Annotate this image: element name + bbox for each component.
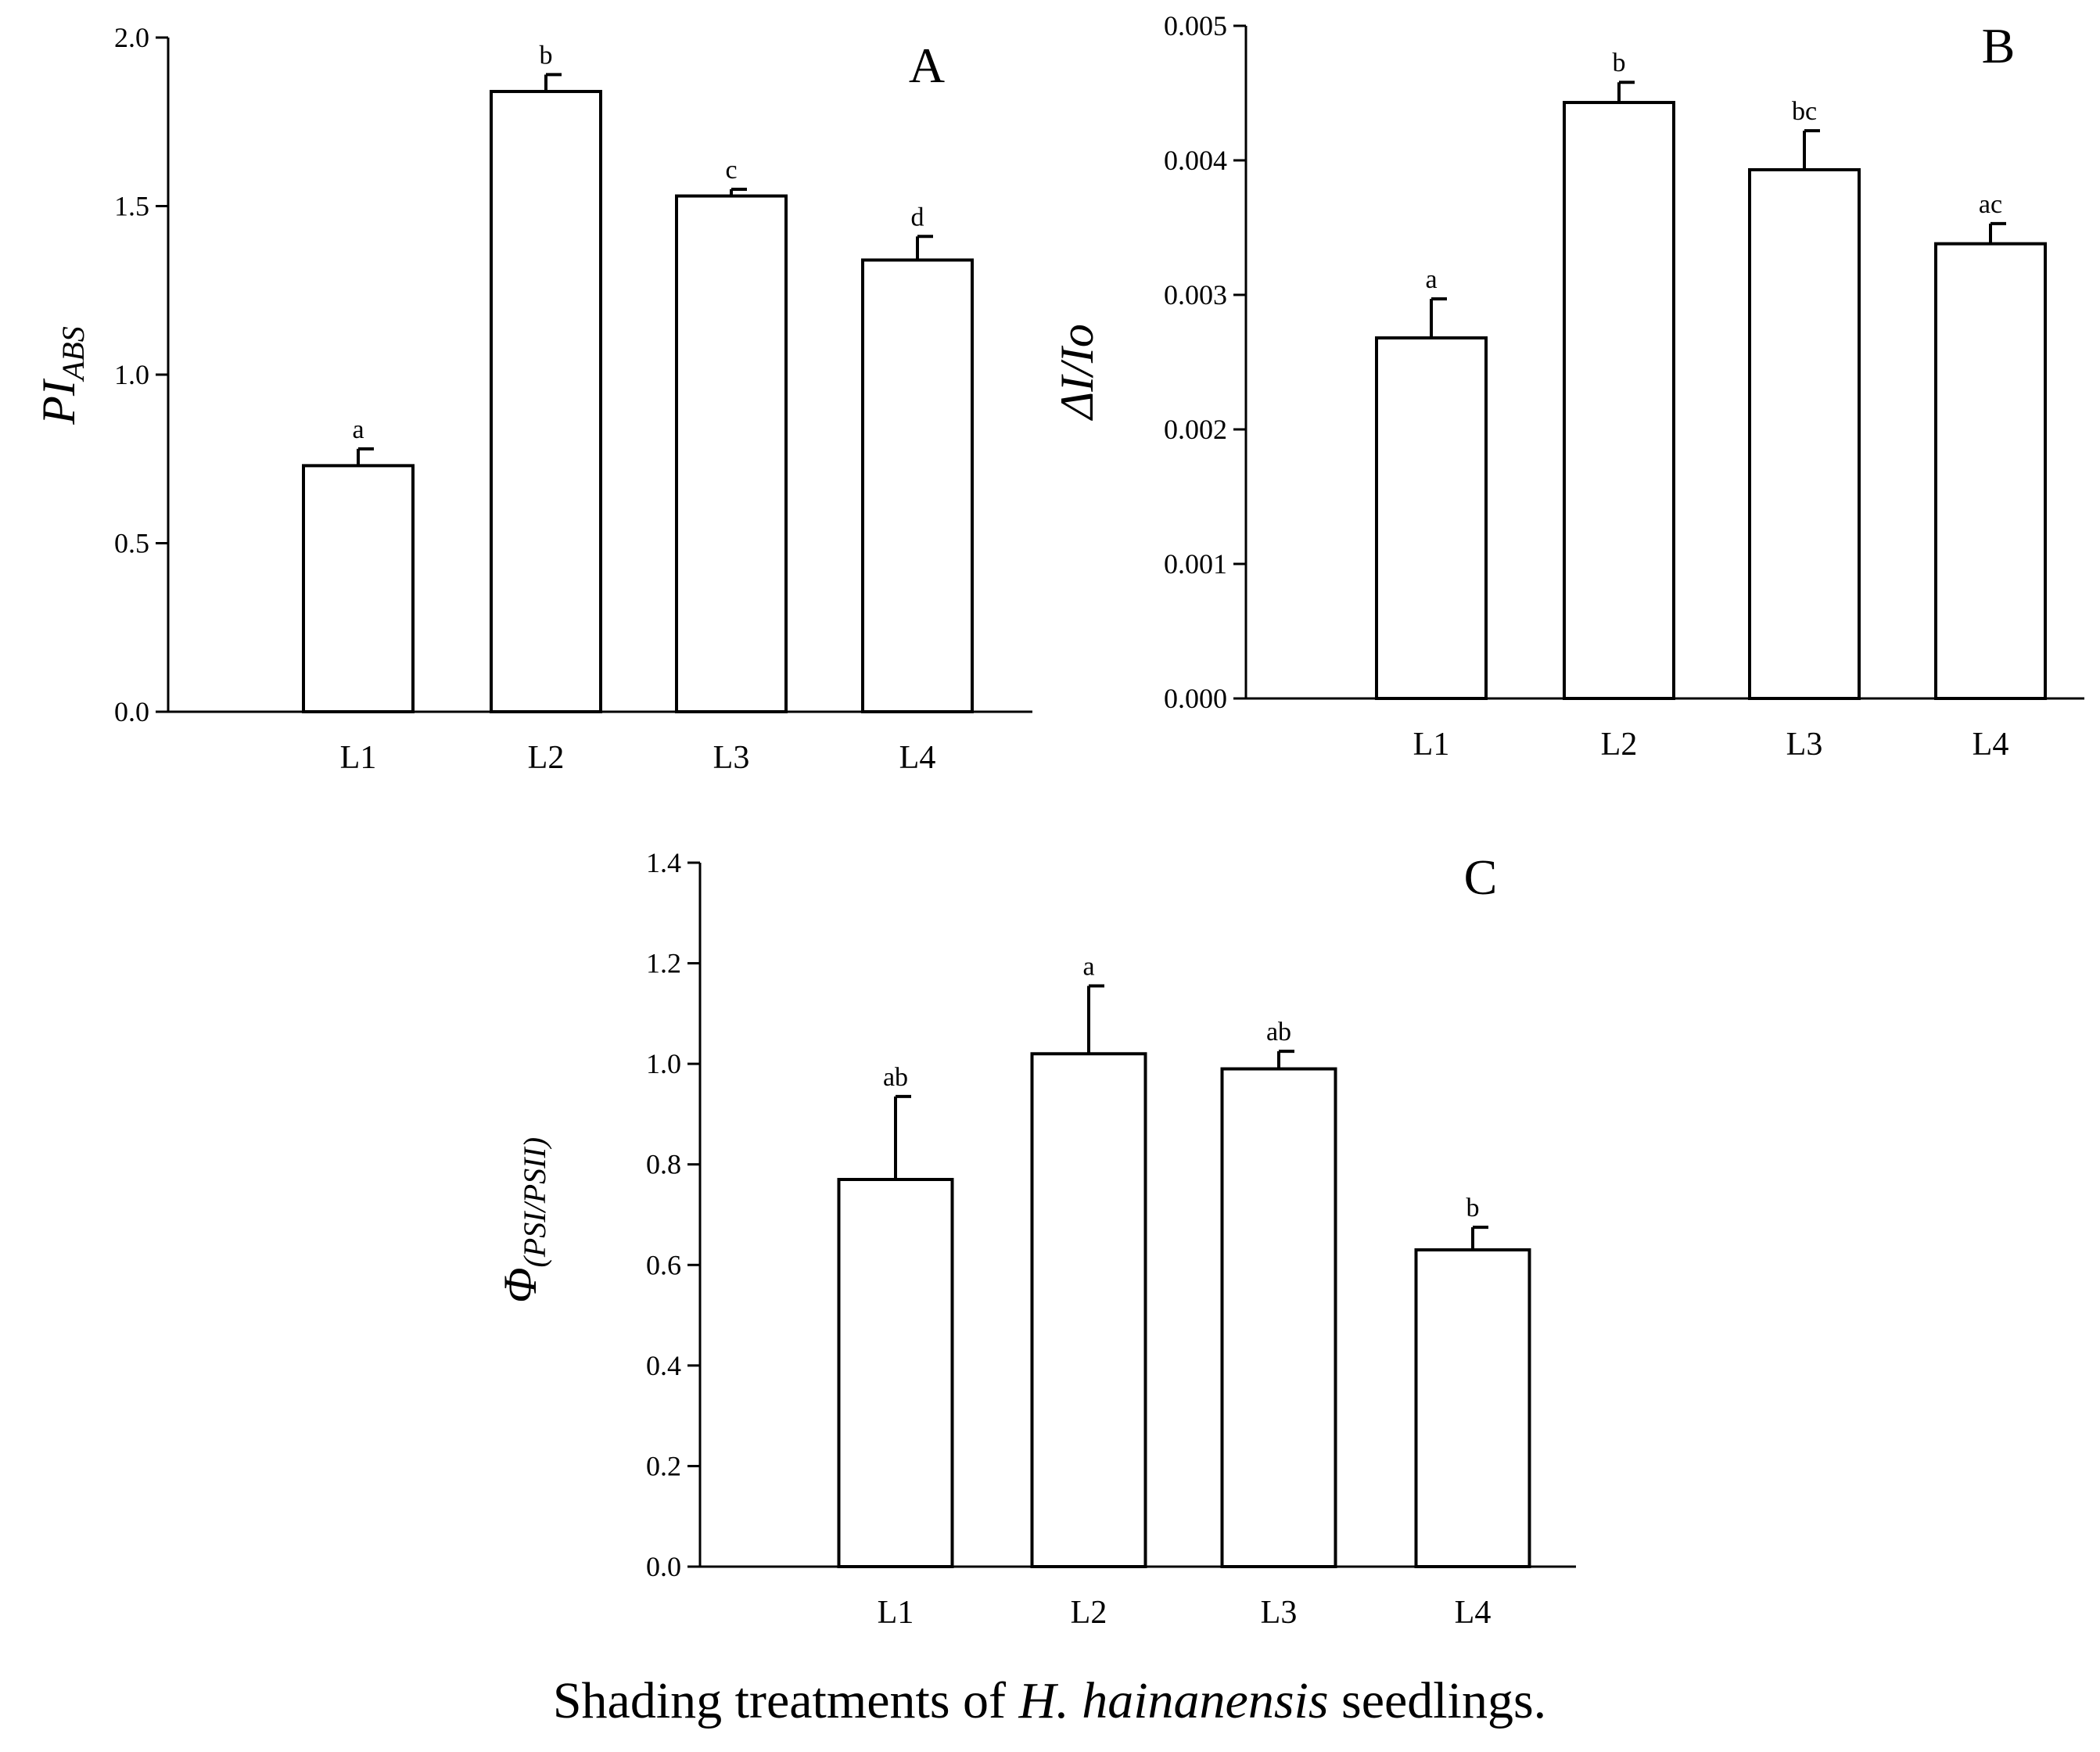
bar-l4 — [1414, 1248, 1531, 1568]
category-label: L4 — [1455, 1595, 1492, 1631]
bar-l3 — [675, 194, 788, 713]
y-tick-label: 0.4 — [646, 1350, 681, 1381]
y-tick-label: 0.001 — [1164, 548, 1227, 580]
significance-label: ab — [1266, 1018, 1291, 1047]
significance-label: ac — [1979, 190, 2002, 219]
y-tick-label: 0.005 — [1164, 10, 1227, 41]
panel-a: 0.0 0.5 1.0 1.5 2.0 a L1 b L2 c L3 d L4 A PIABS — [33, 22, 1032, 776]
category-label: L4 — [899, 740, 936, 776]
panel-letter: B — [1982, 18, 2016, 74]
y-tick-label: 0.000 — [1164, 683, 1227, 714]
bar-l4 — [1934, 242, 2047, 700]
category-label: L3 — [1261, 1595, 1298, 1631]
significance-label: a — [352, 415, 364, 444]
y-tick-label: 0.0 — [646, 1551, 681, 1582]
significance-label: bc — [1792, 97, 1817, 126]
category-label: L3 — [713, 740, 750, 776]
category-label: L4 — [1973, 727, 2009, 763]
y-tick-label: 1.4 — [646, 847, 681, 878]
y-axis-label-main: PI — [33, 378, 84, 425]
y-tick-label: 0.8 — [646, 1149, 681, 1180]
y-tick-label: 0.5 — [114, 528, 149, 559]
y-tick-label: 0.0 — [114, 696, 149, 727]
bar-l2 — [1030, 1052, 1147, 1569]
y-tick-label: 1.0 — [114, 359, 149, 390]
significance-label: b — [1466, 1194, 1480, 1222]
category-label: L2 — [528, 740, 565, 776]
y-axis-label-main: ΔI/Io — [1051, 324, 1103, 421]
bar-l4 — [861, 258, 974, 713]
y-axis-label: PIABS — [33, 326, 91, 425]
y-tick-label: 1.5 — [114, 191, 149, 222]
y-tick-label: 0.004 — [1164, 145, 1227, 176]
category-label: L3 — [1786, 727, 1823, 763]
category-label: L2 — [1071, 1595, 1107, 1631]
panel-letter: A — [909, 38, 945, 93]
caption-text-after: seedlings. — [1329, 1672, 1547, 1729]
caption-text-before: Shading treatments of — [553, 1672, 1019, 1729]
figure-caption: Shading treatments of H. hainanensis see… — [553, 1672, 1546, 1729]
y-axis-label: ΔI/Io — [1051, 324, 1103, 421]
y-axis-label: Φ(PSI/PSII) — [494, 1137, 552, 1303]
y-tick-label: 0.002 — [1164, 414, 1227, 445]
y-tick-label: 0.2 — [646, 1450, 681, 1481]
panel-b: 0.000 0.001 0.002 0.003 0.004 0.005 a L1 b L2 bc L3… — [1051, 10, 2084, 763]
significance-label: d — [911, 203, 924, 232]
bar-l1 — [1375, 336, 1488, 700]
bar-l1 — [302, 464, 415, 713]
bar-l2 — [1563, 101, 1675, 701]
y-tick-label: 1.0 — [646, 1048, 681, 1079]
significance-label: b — [1613, 48, 1626, 77]
panel-letter: C — [1464, 849, 1498, 905]
bar-l1 — [837, 1178, 954, 1568]
category-label: L1 — [1413, 727, 1450, 763]
y-tick-label: 2.0 — [114, 22, 149, 53]
significance-label: b — [540, 41, 553, 70]
significance-label: a — [1082, 953, 1094, 982]
panel-c: 0.0 0.2 0.4 0.6 0.8 1.0 1.2 1.4 ab L1 a L2 ab L3 b L4 C Φ… — [494, 847, 1576, 1631]
y-axis-label-main: Φ — [494, 1267, 546, 1303]
significance-label: ab — [883, 1063, 908, 1092]
y-axis-label-subscript: ABS — [56, 326, 91, 382]
y-axis-label-subscript: (PSI/PSII) — [517, 1137, 552, 1268]
y-tick-label: 1.2 — [646, 948, 681, 979]
caption-species: H. hainanensis — [1018, 1672, 1329, 1729]
y-tick-label: 0.6 — [646, 1249, 681, 1280]
bar-l3 — [1220, 1067, 1337, 1568]
bar-l3 — [1748, 168, 1861, 701]
bar-l2 — [490, 89, 602, 713]
category-label: L1 — [340, 740, 377, 776]
significance-label: c — [725, 156, 737, 185]
significance-label: a — [1425, 265, 1437, 294]
category-label: L2 — [1601, 727, 1638, 763]
y-tick-label: 0.003 — [1164, 279, 1227, 311]
category-label: L1 — [878, 1595, 914, 1631]
